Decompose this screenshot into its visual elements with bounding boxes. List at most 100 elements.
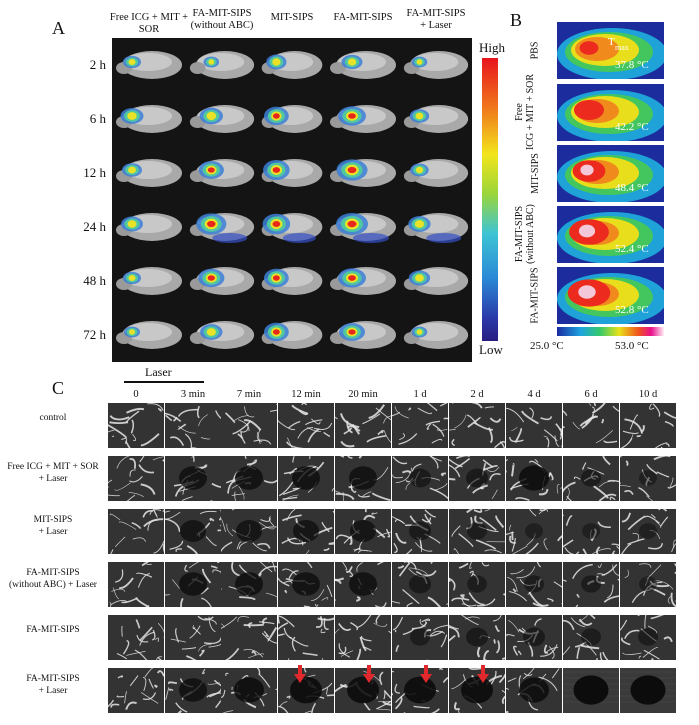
thermal-row-label-text: FA-MIT-SIPS (without ABC) (514, 204, 537, 264)
mouse-fluorescence-image (326, 38, 400, 92)
vessel-image (108, 403, 164, 448)
red-arrow-icon (420, 665, 432, 683)
vessel-image (620, 456, 676, 501)
vessel-image (449, 403, 505, 448)
vessel-image (221, 615, 277, 660)
vessel-image (221, 562, 277, 607)
panel-b-scale-max: 53.0 °C (615, 340, 649, 352)
vessel-image (449, 562, 505, 607)
time-label: 2 d (470, 389, 484, 400)
vessel-image (506, 509, 562, 554)
time-label: 4 d (527, 389, 541, 400)
panel-b-letter: B (510, 10, 523, 30)
vessel-image (335, 562, 391, 607)
mouse-fluorescence-image (112, 308, 186, 362)
time-label: 0 (133, 389, 139, 400)
vessel-image (165, 668, 221, 713)
mouse-fluorescence-image (400, 200, 472, 254)
vessel-image (278, 668, 334, 713)
vessel-image (449, 456, 505, 501)
thermal-row-label: PBS (520, 22, 550, 78)
vessel-image (108, 562, 164, 607)
treatment-row-label: FA-MIT-SIPS + Laser (26, 674, 80, 696)
vessel-image (278, 456, 334, 501)
vessel-image (506, 615, 562, 660)
vessel-image (278, 562, 334, 607)
mouse-fluorescence-image (258, 92, 326, 146)
vessel-image (506, 668, 562, 713)
row-label: 6 h (89, 111, 106, 126)
vessel-image (506, 456, 562, 501)
mouse-fluorescence-image (258, 200, 326, 254)
treatment-row-label: Free ICG + MIT + SOR + Laser (7, 462, 99, 484)
panel-c-letter: C (52, 378, 65, 398)
mouse-fluorescence-image (258, 308, 326, 362)
mouse-fluorescence-image (186, 146, 258, 200)
vessel-image (392, 509, 448, 554)
column-header: FA-MIT-SIPS (333, 12, 393, 23)
vessel-image (506, 403, 562, 448)
mouse-fluorescence-image (326, 146, 400, 200)
time-label: 10 d (638, 389, 658, 400)
vessel-image (392, 615, 448, 660)
column-header: FA-MIT-SIPS + Laser (406, 8, 466, 31)
thermal-row-label-text: MIT-SIPS (529, 152, 541, 194)
vessel-image (165, 509, 221, 554)
vessel-image (278, 403, 334, 448)
vessel-image (392, 668, 448, 713)
row-label: 12 h (83, 165, 106, 180)
mouse-fluorescence-image (400, 92, 472, 146)
thermal-row-label: Free ICG + MIT + SOR (510, 74, 540, 150)
vessel-image (165, 615, 221, 660)
max-temperature: 52.4 °C (615, 243, 649, 255)
thermal-image (557, 267, 664, 324)
mouse-fluorescence-image (400, 308, 472, 362)
vessel-image (563, 403, 619, 448)
time-label: 12 min (291, 389, 321, 400)
mouse-fluorescence-image (326, 308, 400, 362)
mouse-fluorescence-image (400, 146, 472, 200)
panel-a-image-grid (112, 38, 472, 362)
mouse-fluorescence-image (186, 308, 258, 362)
mouse-fluorescence-image (326, 254, 400, 308)
treatment-row-label: MIT-SIPS + Laser (33, 515, 73, 537)
mouse-fluorescence-image (186, 38, 258, 92)
column-header: FA-MIT-SIPS (without ABC) (190, 8, 254, 31)
mouse-fluorescence-image (186, 254, 258, 308)
row-label: 48 h (83, 273, 106, 288)
mouse-fluorescence-image (112, 146, 186, 200)
vessel-image (392, 456, 448, 501)
thermal-row-label-text: FA-MIT-SIPS (529, 266, 541, 324)
time-label: 3 min (180, 389, 206, 400)
max-temperature: 42.2 °C (615, 121, 649, 133)
mouse-fluorescence-image (186, 200, 258, 254)
vessel-image (620, 615, 676, 660)
mouse-fluorescence-image (112, 38, 186, 92)
thermal-image (557, 22, 664, 79)
red-arrow-icon (363, 665, 375, 683)
panel-a-colorbar (482, 58, 498, 341)
time-label: 1 d (413, 389, 427, 400)
vessel-image (221, 456, 277, 501)
vessel-image (165, 403, 221, 448)
laser-bar (124, 381, 204, 383)
red-arrow-icon (477, 665, 489, 683)
vessel-image (335, 403, 391, 448)
vessel-image (563, 668, 619, 713)
vessel-image (335, 615, 391, 660)
red-arrow-icon (294, 665, 306, 683)
panel-a-scale-high: High (479, 40, 505, 55)
mouse-fluorescence-image (112, 254, 186, 308)
time-label: 6 d (584, 389, 598, 400)
vessel-image (221, 403, 277, 448)
vessel-image (221, 509, 277, 554)
panel-b-scale-min: 25.0 °C (530, 340, 564, 352)
vessel-image (335, 456, 391, 501)
vessel-image (392, 403, 448, 448)
treatment-row-label: FA-MIT-SIPS (26, 625, 80, 635)
panel-a-scale-low: Low (479, 342, 503, 357)
max-temperature: 37.8 °C (615, 59, 649, 71)
vessel-image (392, 562, 448, 607)
mouse-fluorescence-image (186, 92, 258, 146)
mouse-fluorescence-image (258, 146, 326, 200)
